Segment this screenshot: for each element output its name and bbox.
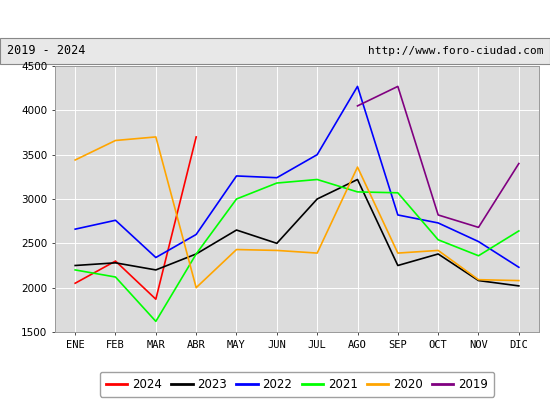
Text: http://www.foro-ciudad.com: http://www.foro-ciudad.com bbox=[368, 46, 543, 56]
Legend: 2024, 2023, 2022, 2021, 2020, 2019: 2024, 2023, 2022, 2021, 2020, 2019 bbox=[100, 372, 494, 396]
Text: Evolucion Nº Turistas Nacionales en el municipio de el Pinós/Pinoso: Evolucion Nº Turistas Nacionales en el m… bbox=[31, 12, 519, 26]
Text: 2019 - 2024: 2019 - 2024 bbox=[7, 44, 85, 58]
